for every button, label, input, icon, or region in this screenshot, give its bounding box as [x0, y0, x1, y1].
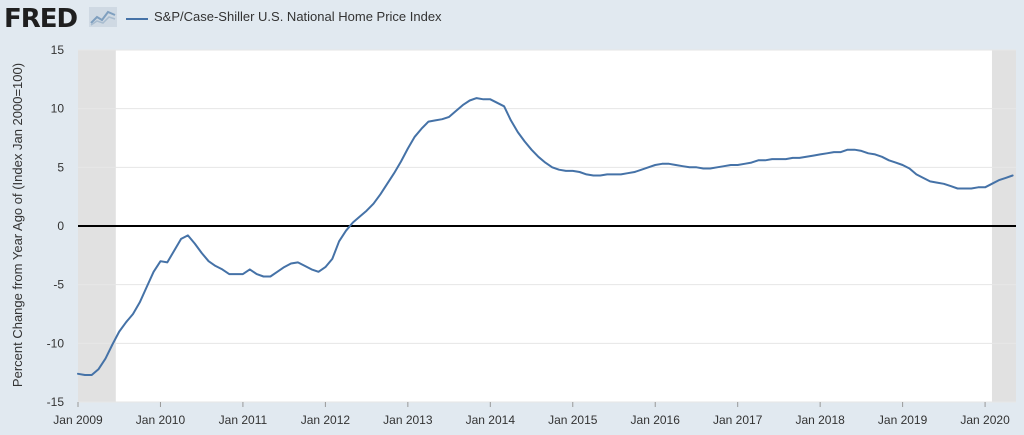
legend-label: S&P/Case-Shiller U.S. National Home Pric… [154, 9, 442, 24]
legend-swatch [126, 18, 148, 20]
x-tick-label: Jan 2014 [466, 413, 516, 427]
x-tick-label: Jan 2015 [548, 413, 598, 427]
y-tick-label: -15 [47, 395, 65, 409]
x-tick-label: Jan 2012 [301, 413, 351, 427]
grid-lines [78, 49, 1016, 403]
y-tick-label: 0 [57, 219, 64, 233]
x-axis-ticks: Jan 2009 Jan 2010 Jan 2011 Jan 2012 Jan 2013… [53, 402, 1010, 427]
y-tick-label: 15 [51, 43, 65, 57]
y-tick-label: 10 [51, 102, 65, 116]
y-tick-label: 5 [57, 160, 64, 174]
x-tick-label: Jan 2019 [878, 413, 928, 427]
x-tick-label: Jan 2013 [383, 413, 433, 427]
y-tick-label: -10 [47, 336, 65, 350]
x-tick-label: Jan 2017 [713, 413, 763, 427]
x-tick-label: Jan 2018 [795, 413, 845, 427]
y-axis-ticks: 15 10 5 0 -5 -10 -15 [47, 43, 65, 409]
x-tick-label: Jan 2016 [631, 413, 681, 427]
series-line [77, 97, 1014, 376]
fred-logo[interactable]: FRED [4, 4, 78, 34]
y-axis-label: Percent Change from Year Ago of (Index J… [10, 63, 25, 387]
chart-line-icon [89, 7, 117, 27]
series-group [77, 97, 1014, 376]
chart-header: FRED S&P/Case-Shiller U.S. National Home… [0, 0, 1024, 40]
y-tick-label: -5 [53, 278, 64, 292]
x-tick-label: Jan 2009 [53, 413, 103, 427]
x-tick-label: Jan 2010 [136, 413, 186, 427]
x-tick-label: Jan 2020 [960, 413, 1010, 427]
x-tick-label: Jan 2011 [219, 413, 268, 427]
